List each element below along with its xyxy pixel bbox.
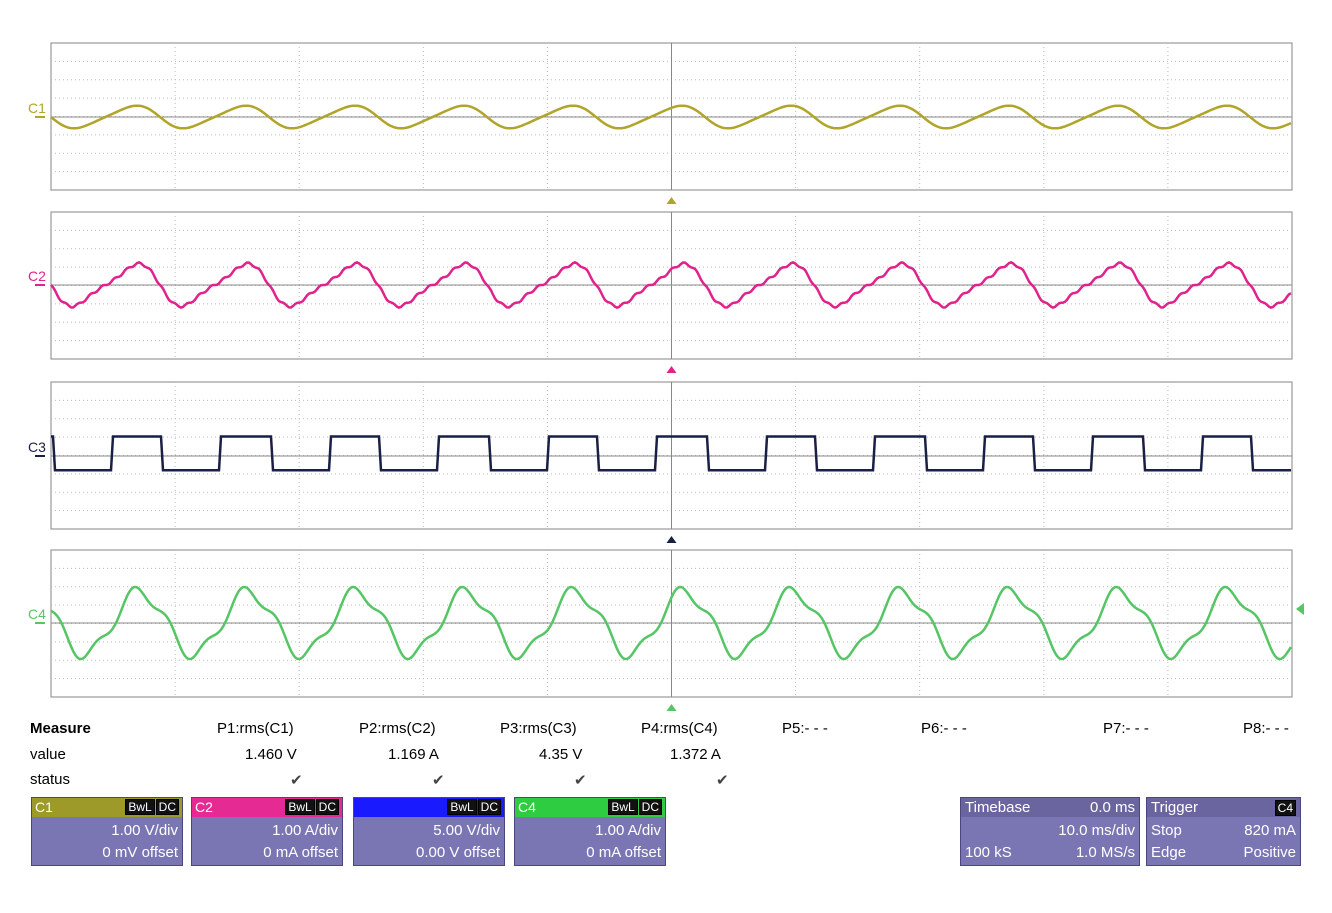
channel-label-c3: C3 <box>28 439 46 455</box>
trigger-slope: Positive <box>1243 844 1296 861</box>
channel-header: C1 BwL DC <box>32 798 182 817</box>
trigger-position-icon <box>666 197 677 204</box>
bwl-badge: BwL <box>125 799 155 815</box>
ground-marker-c1 <box>35 116 45 118</box>
channel-name: C3 <box>357 799 375 815</box>
param-p2-status-icon: ✔ <box>432 772 445 789</box>
param-p3-name[interactable]: P3:rms(C3) <box>500 720 577 737</box>
trace-c2 <box>50 261 1292 309</box>
param-p4-value: 1.372 A <box>670 746 721 763</box>
trigger-header <box>1147 798 1300 817</box>
trigger-position-icon <box>666 536 677 543</box>
param-p2-name[interactable]: P2:rms(C2) <box>359 720 436 737</box>
channel-offset: 0 mA offset <box>263 844 338 861</box>
param-p3-value: 4.35 V <box>539 746 583 763</box>
coupling-badge: DC <box>638 799 662 815</box>
bwl-badge: BwL <box>608 799 638 815</box>
trigger-box[interactable]: Trigger C4 Stop 820 mA Edge Positive <box>1146 797 1301 866</box>
trigger-title: Trigger <box>1151 799 1198 816</box>
param-p4-name[interactable]: P4:rms(C4) <box>641 720 718 737</box>
timebase-title: Timebase <box>965 799 1031 816</box>
channel-header: C2 BwL DC <box>192 798 342 817</box>
trigger-source-badge: C4 <box>1274 800 1296 816</box>
trace-c3 <box>51 435 1291 472</box>
channel-scale: 1.00 A/div <box>272 822 338 839</box>
channel-box-c4[interactable]: C4 BwL DC 1.00 A/div 0 mA offset <box>514 797 666 866</box>
scope-display: C1 C2 C3 C4 <box>28 42 1304 711</box>
timebase-box[interactable]: Timebase 0.0 ms 10.0 ms/div 100 kS 1.0 M… <box>960 797 1140 866</box>
coupling-badge: DC <box>155 799 179 815</box>
channel-scale: 5.00 V/div <box>433 822 500 839</box>
channel-offset: 0.00 V offset <box>416 844 500 861</box>
param-p1-status-icon: ✔ <box>290 772 303 789</box>
channel-label-c2: C2 <box>28 268 46 284</box>
channel-header: C3 BwL DC <box>354 798 504 817</box>
channel-name: C2 <box>195 799 213 815</box>
param-p1-value: 1.460 V <box>245 746 297 763</box>
param-p1-name[interactable]: P1:rms(C1) <box>217 720 294 737</box>
channel-scale: 1.00 A/div <box>595 822 661 839</box>
channel-name: C4 <box>518 799 536 815</box>
trigger-position-icon <box>666 366 677 373</box>
timebase-samples: 100 kS <box>965 844 1012 861</box>
trigger-level-icon <box>1296 603 1304 615</box>
status-label: status <box>30 771 71 788</box>
trace-c4 <box>50 585 1293 661</box>
measure-title: Measure <box>30 720 91 737</box>
param-p4-status-icon: ✔ <box>716 772 729 789</box>
measure-value-row: value 1.460 V 1.169 A 4.35 V 1.372 A <box>0 746 1332 768</box>
param-p7-name[interactable]: P7:- - - <box>1103 720 1149 737</box>
param-p6-name[interactable]: P6:- - - <box>921 720 967 737</box>
timebase-div: 10.0 ms/div <box>1058 822 1135 839</box>
timebase-rate: 1.0 MS/s <box>1075 844 1135 861</box>
param-p2-value: 1.169 A <box>388 746 439 763</box>
measure-header-row: Measure P1:rms(C1) P2:rms(C2) P3:rms(C3)… <box>0 720 1332 742</box>
channel-offset: 0 mA offset <box>586 844 661 861</box>
ground-marker-c2 <box>35 284 45 286</box>
coupling-badge: DC <box>315 799 339 815</box>
param-p5-name[interactable]: P5:- - - <box>782 720 828 737</box>
bwl-badge: BwL <box>285 799 315 815</box>
channel-header: C4 BwL DC <box>515 798 665 817</box>
trigger-mode: Stop <box>1151 822 1182 839</box>
channel-box-c2[interactable]: C2 BwL DC 1.00 A/div 0 mA offset <box>191 797 343 866</box>
channel-label-c4: C4 <box>28 606 46 622</box>
channel-name: C1 <box>35 799 53 815</box>
timebase-header <box>961 798 1139 817</box>
trigger-position-icon <box>666 704 677 711</box>
trace-c1 <box>50 104 1292 130</box>
channel-box-c1[interactable]: C1 BwL DC 1.00 V/div 0 mV offset <box>31 797 183 866</box>
measure-status-row: status ✔ ✔ ✔ ✔ <box>0 771 1332 793</box>
channel-scale: 1.00 V/div <box>111 822 178 839</box>
coupling-badge: DC <box>477 799 501 815</box>
trigger-level: 820 mA <box>1244 822 1296 839</box>
ground-marker-c4 <box>35 622 45 624</box>
param-p3-status-icon: ✔ <box>574 772 587 789</box>
trigger-type: Edge <box>1151 844 1187 861</box>
channel-box-c3[interactable]: C3 BwL DC 5.00 V/div 0.00 V offset <box>353 797 505 866</box>
value-label: value <box>30 746 66 763</box>
channel-label-c1: C1 <box>28 100 46 116</box>
ground-marker-c3 <box>35 455 45 457</box>
timebase-delay: 0.0 ms <box>1089 799 1135 816</box>
bwl-badge: BwL <box>447 799 477 815</box>
channel-offset: 0 mV offset <box>102 844 178 861</box>
param-p8-name[interactable]: P8:- - - <box>1243 720 1289 737</box>
